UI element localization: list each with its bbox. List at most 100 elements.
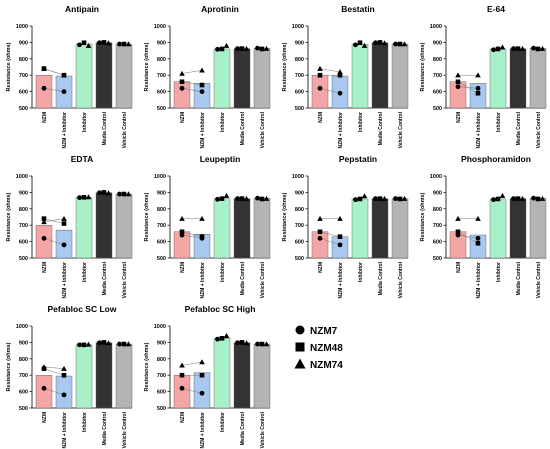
data-point-nzm48	[455, 79, 461, 85]
chart-title: Phosphoramidon	[461, 154, 531, 164]
x-tick-label: NZM + Inhibitor	[200, 262, 206, 299]
y-axis-label: Resistance (ohms)	[420, 42, 426, 91]
bar-nzm	[35, 224, 53, 259]
data-point-nzm74	[263, 195, 270, 201]
y-axis-label: Resistance (ohms)	[6, 42, 12, 91]
data-point-nzm48	[219, 46, 225, 52]
paired-line-nzm7	[181, 388, 203, 394]
y-tick-label: 700	[433, 223, 442, 229]
data-point-nzm48	[61, 221, 67, 226]
x-tick-label: Vehicle Control	[398, 111, 404, 148]
y-tick-label: 1000	[16, 174, 28, 180]
chart-panel-aprotinin: Aprotinin Resistance (ohms) 500 600 700 800 90…	[144, 4, 271, 149]
data-point-nzm48	[199, 82, 205, 88]
y-tick-label: 800	[433, 57, 442, 63]
x-tick-label: NZM	[456, 112, 462, 123]
triangle-marker-icon	[294, 358, 306, 369]
y-tick-label: 500	[295, 106, 304, 112]
bar-media-control	[371, 42, 389, 109]
y-axis-label: Resistance (ohms)	[6, 192, 12, 241]
y-axis-label: Resistance (ohms)	[282, 192, 288, 241]
y-tick-label: 600	[19, 240, 28, 246]
legend-label: NZM74	[310, 360, 343, 371]
bar-vehicle-control	[253, 198, 271, 259]
paired-line-nzm48	[457, 231, 479, 244]
bar-media-control	[95, 342, 113, 409]
x-tick-label: NZM + Inhibitor	[338, 262, 344, 299]
data-point-nzm7	[117, 191, 122, 197]
y-tick-label: 600	[19, 390, 28, 396]
y-tick-label: 900	[295, 40, 304, 46]
data-point-nzm74	[519, 45, 526, 51]
x-tick-label: Media Control	[378, 261, 384, 295]
bar-vehicle-control	[391, 43, 409, 109]
bar-media-control	[95, 42, 113, 109]
data-point-nzm7	[317, 85, 323, 91]
legend-item-nzm7: NZM7	[295, 325, 338, 337]
bar-media-control	[233, 48, 251, 109]
paired-line-nzm7	[43, 238, 65, 246]
data-point-nzm74	[381, 40, 388, 46]
data-point-nzm74	[499, 44, 506, 50]
y-tick-label: 700	[157, 223, 166, 229]
paired-line-nzm74	[181, 70, 203, 74]
circle-marker-icon	[295, 325, 305, 335]
paired-line-nzm7	[457, 234, 479, 239]
data-point-nzm74	[179, 70, 185, 76]
data-point-nzm7	[491, 197, 496, 203]
data-point-nzm48	[81, 342, 87, 348]
data-point-nzm74	[179, 362, 185, 368]
x-tick-label: NZM	[318, 262, 324, 273]
data-point-nzm7	[491, 47, 496, 53]
bar-media-control	[371, 198, 389, 259]
data-point-nzm48	[475, 90, 481, 96]
data-point-nzm48	[357, 40, 363, 46]
x-tick-label: Vehicle Control	[398, 261, 404, 298]
x-tick-label: NZM	[180, 112, 186, 123]
y-tick-label: 1000	[154, 24, 166, 30]
x-tick-label: NZM	[180, 262, 186, 273]
x-tick-label: NZM	[42, 112, 48, 123]
data-point-nzm48	[535, 196, 541, 202]
bar-inhibitor	[213, 338, 231, 409]
data-point-nzm48	[199, 372, 205, 378]
chart-panel-phosphoramidon: Phosphoramidon Resistance (ohms) 500 600 700…	[420, 154, 547, 299]
bar-nzm	[173, 375, 191, 409]
data-point-nzm74	[263, 45, 270, 51]
bar-vehicle-control	[529, 198, 547, 259]
x-tick-label: NZM	[318, 112, 324, 123]
data-point-nzm74	[61, 72, 67, 78]
bar-nzm	[35, 74, 53, 109]
data-point-nzm48	[455, 229, 461, 235]
data-point-nzm48	[317, 229, 323, 235]
x-tick-label: Inhibitor	[358, 112, 364, 132]
data-point-nzm7	[97, 190, 102, 196]
data-point-nzm7	[475, 235, 481, 241]
data-point-nzm7	[215, 46, 220, 52]
bar-nzm-inhibitor	[331, 236, 349, 259]
bar-inhibitor	[351, 43, 369, 109]
y-tick-label: 900	[295, 190, 304, 196]
data-point-nzm48	[515, 196, 521, 201]
y-tick-label: 600	[19, 90, 28, 96]
data-point-nzm7	[531, 195, 536, 201]
y-axis-label: Resistance (ohms)	[144, 42, 150, 91]
y-tick-label: 500	[295, 256, 304, 262]
data-point-nzm7	[531, 45, 536, 51]
bar-media-control	[509, 198, 527, 259]
bar-media-control	[95, 192, 113, 259]
x-tick-label: NZM	[42, 412, 48, 423]
data-point-nzm74	[199, 67, 205, 73]
data-point-nzm7	[353, 197, 358, 203]
y-tick-label: 1000	[292, 174, 304, 180]
x-tick-label: NZM	[456, 262, 462, 273]
data-point-nzm7	[317, 235, 323, 241]
chart-title: EDTA	[71, 154, 94, 164]
bar-media-control	[509, 48, 527, 109]
data-point-nzm48	[61, 372, 67, 378]
data-point-nzm7	[455, 84, 461, 90]
data-point-nzm74	[401, 41, 408, 47]
data-point-nzm7	[179, 85, 185, 91]
y-tick-label: 900	[433, 190, 442, 196]
data-point-nzm74	[539, 45, 546, 51]
